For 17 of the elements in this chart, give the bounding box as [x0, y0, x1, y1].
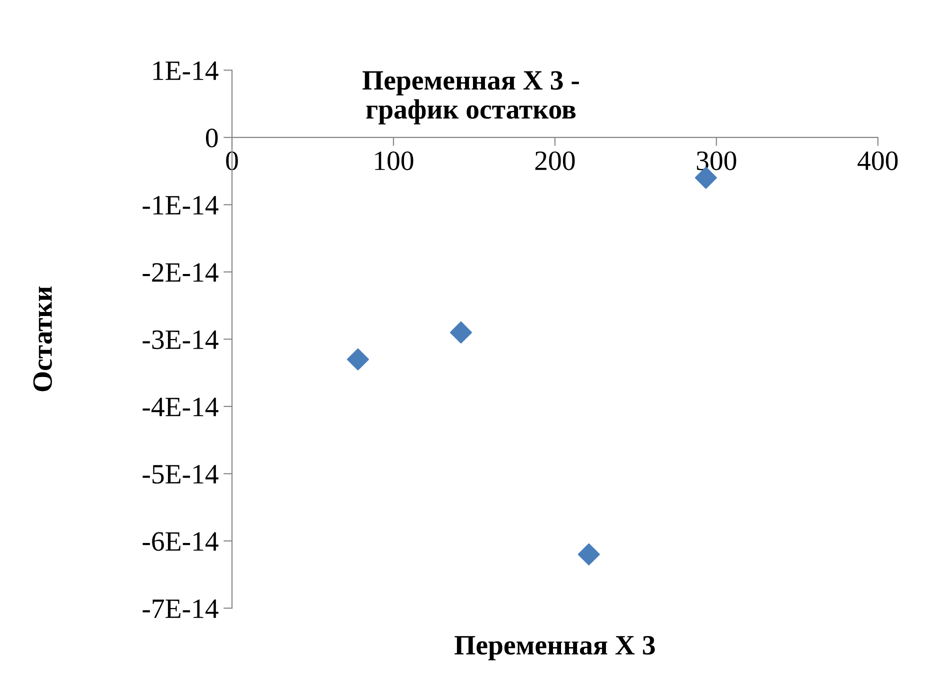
x-axis-title: Переменная X 3: [454, 636, 655, 660]
x-tick-label: 300: [696, 151, 736, 170]
y-tick-label: -7E-14: [142, 599, 218, 618]
y-tick-label: -5E-14: [142, 464, 218, 484]
x-tick-label: 200: [535, 151, 575, 170]
x-tick-label: 100: [375, 151, 414, 170]
y-tick-label: 0: [206, 128, 218, 148]
y-tick-label: 1E-14: [153, 62, 218, 80]
y-tick-label: -6E-14: [142, 532, 218, 551]
x-tick-label: 400: [858, 151, 898, 170]
y-tick-label: -4E-14: [142, 398, 218, 416]
x-tick-label: 0: [226, 151, 238, 170]
chart-title: Переменная X 3 - график остатков: [362, 71, 579, 124]
y-tick-label: -1E-14: [142, 196, 218, 214]
y-axis-title: Остатки: [33, 286, 52, 392]
y-tick-label: -3E-14: [142, 330, 218, 350]
y-tick-label: -2E-14: [142, 263, 218, 282]
